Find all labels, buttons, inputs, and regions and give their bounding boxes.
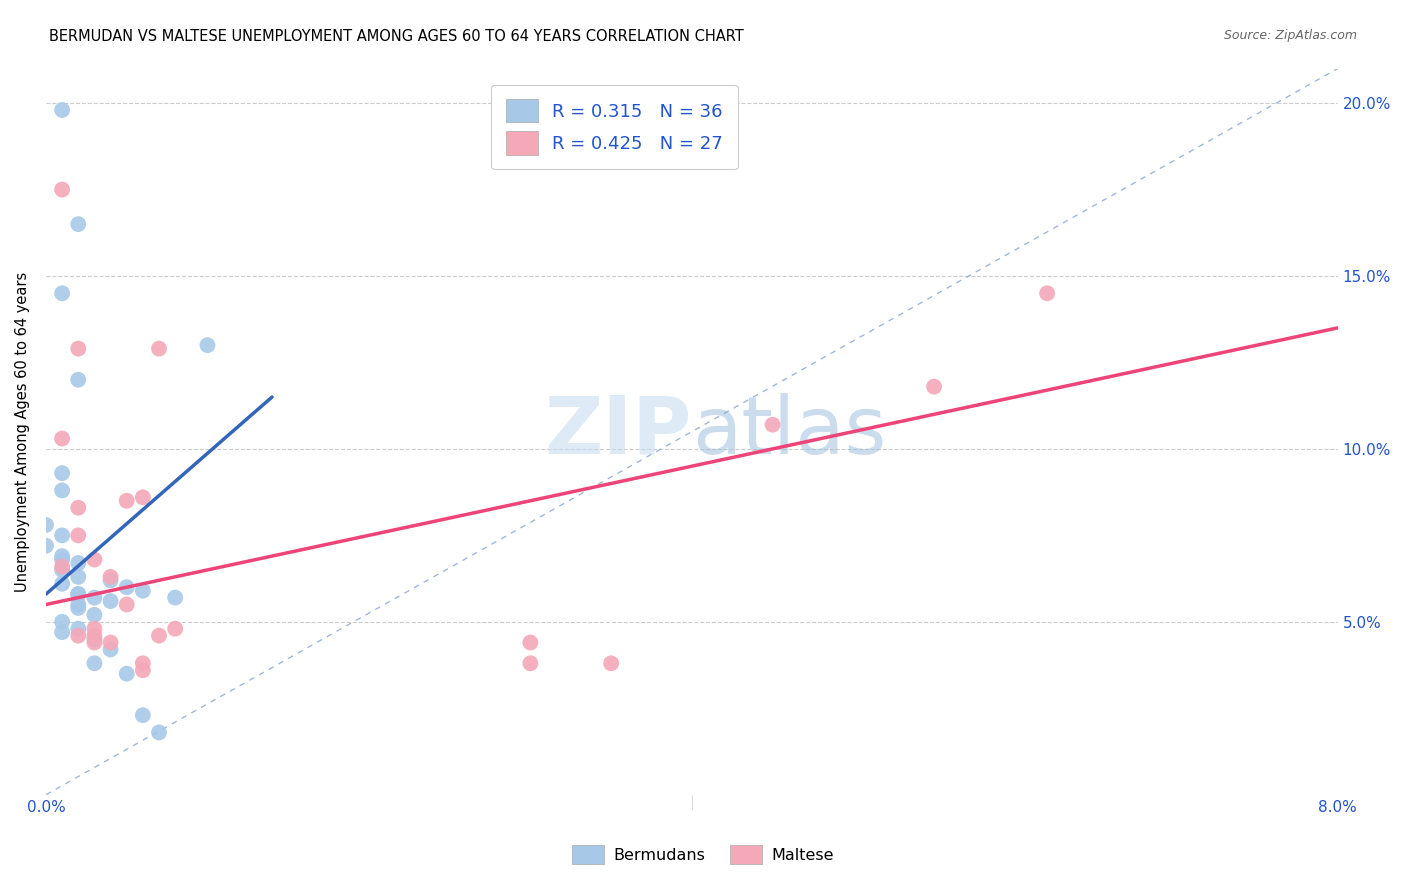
Point	[51, 625, 73, 640]
Point	[51, 552, 73, 566]
Point	[67, 528, 90, 542]
Point	[51, 466, 73, 480]
Point	[35, 518, 58, 533]
Point	[51, 549, 73, 563]
Point	[115, 493, 138, 508]
Point	[51, 615, 73, 629]
Point	[148, 629, 170, 643]
Point	[83, 622, 105, 636]
Point	[67, 622, 90, 636]
Point	[83, 632, 105, 646]
Point	[519, 657, 541, 671]
Point	[51, 103, 73, 117]
Point	[51, 559, 73, 574]
Point	[132, 657, 155, 671]
Point	[100, 642, 122, 657]
Point	[132, 663, 155, 677]
Point	[67, 217, 90, 231]
Point	[67, 598, 90, 612]
Point	[67, 629, 90, 643]
Point	[148, 725, 170, 739]
Point	[132, 491, 155, 505]
Point	[51, 528, 73, 542]
Point	[115, 598, 138, 612]
Point	[67, 587, 90, 601]
Text: ZIP: ZIP	[544, 392, 692, 471]
Text: BERMUDAN VS MALTESE UNEMPLOYMENT AMONG AGES 60 TO 64 YEARS CORRELATION CHART: BERMUDAN VS MALTESE UNEMPLOYMENT AMONG A…	[49, 29, 744, 44]
Point	[83, 591, 105, 605]
Point	[100, 635, 122, 649]
Point	[83, 657, 105, 671]
Point	[100, 594, 122, 608]
Point	[132, 583, 155, 598]
Point	[762, 417, 785, 432]
Point	[165, 591, 187, 605]
Point	[67, 601, 90, 615]
Y-axis label: Unemployment Among Ages 60 to 64 years: Unemployment Among Ages 60 to 64 years	[15, 271, 30, 591]
Point	[51, 576, 73, 591]
Text: atlas: atlas	[692, 392, 886, 471]
Point	[67, 373, 90, 387]
Point	[132, 708, 155, 723]
Point	[51, 563, 73, 577]
Point	[83, 629, 105, 643]
Point	[51, 483, 73, 498]
Legend: R = 0.315   N = 36, R = 0.425   N = 27: R = 0.315 N = 36, R = 0.425 N = 27	[491, 85, 738, 169]
Legend: Bermudans, Maltese: Bermudans, Maltese	[567, 838, 839, 871]
Point	[51, 182, 73, 196]
Point	[83, 635, 105, 649]
Point	[51, 286, 73, 301]
Point	[35, 539, 58, 553]
Point	[115, 580, 138, 594]
Point	[100, 570, 122, 584]
Point	[922, 379, 945, 393]
Point	[100, 574, 122, 588]
Point	[83, 607, 105, 622]
Point	[1036, 286, 1059, 301]
Point	[67, 342, 90, 356]
Point	[115, 666, 138, 681]
Point	[83, 552, 105, 566]
Point	[197, 338, 219, 352]
Point	[67, 587, 90, 601]
Point	[67, 570, 90, 584]
Point	[165, 622, 187, 636]
Point	[519, 635, 541, 649]
Point	[600, 657, 623, 671]
Text: Source: ZipAtlas.com: Source: ZipAtlas.com	[1223, 29, 1357, 42]
Point	[67, 556, 90, 570]
Point	[51, 432, 73, 446]
Point	[148, 342, 170, 356]
Point	[67, 500, 90, 515]
